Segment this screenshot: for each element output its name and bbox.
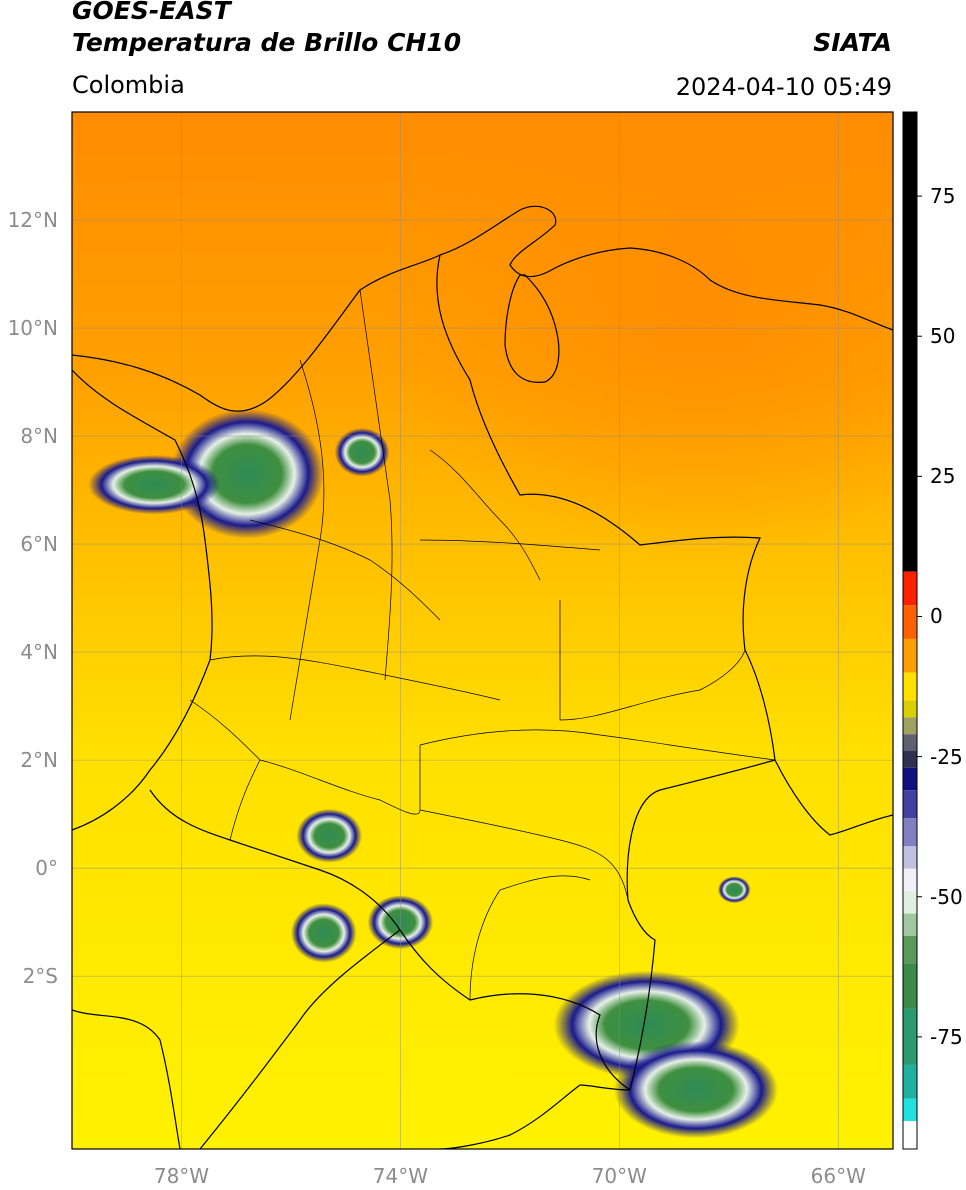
colorbar-band <box>903 868 917 892</box>
colorbar-band <box>903 1008 917 1065</box>
lat-tick-label: 8°N <box>20 424 58 448</box>
lon-tick-label: 70°W <box>592 1164 647 1188</box>
colorbar <box>902 111 922 1150</box>
department-boundary <box>229 759 261 841</box>
colorbar-tick-label: 25 <box>930 464 956 489</box>
department-boundary <box>429 449 541 581</box>
peru-brazil-border <box>199 929 401 1149</box>
cloud-system <box>613 1040 779 1139</box>
department-boundary <box>289 359 325 721</box>
colorbar-band <box>903 571 917 606</box>
department-boundary <box>359 289 393 681</box>
colorbar-band <box>903 1064 917 1099</box>
colorbar-frame <box>902 111 918 1150</box>
ecuador-peru-border <box>72 1009 181 1149</box>
coastline-borders <box>72 205 893 1149</box>
department-boundary <box>419 539 601 551</box>
cloud-system <box>290 903 357 963</box>
pacific-coast <box>72 369 213 831</box>
cloud-system <box>717 876 751 904</box>
department-boundary <box>259 759 421 815</box>
warm-region <box>380 112 893 560</box>
colorbar-tick-label: 50 <box>930 324 956 349</box>
cloud-systems <box>88 409 779 1139</box>
map-frame <box>71 111 894 1150</box>
department-boundary <box>189 699 261 761</box>
caribbean-coast <box>72 205 893 412</box>
colorbar-tick-label: -25 <box>930 744 963 769</box>
department-boundary <box>419 729 776 761</box>
colorbar-band <box>903 638 917 673</box>
colorbar-tick-label: 75 <box>930 184 956 209</box>
lat-tick-label: 2°S <box>23 964 58 988</box>
department-boundary <box>209 655 501 701</box>
product-title: Temperatura de Brillo CH10 <box>72 28 462 57</box>
cloud-system <box>88 454 220 515</box>
lat-tick-label: 2°N <box>20 748 58 772</box>
cloud-system <box>170 409 324 539</box>
satellite-title: GOES-EAST <box>72 0 231 25</box>
lat-tick-label: 4°N <box>20 640 58 664</box>
department-boundary <box>559 600 746 721</box>
colorbar-tick-label: 0 <box>930 604 943 629</box>
colorbar-band <box>903 1098 917 1121</box>
lat-tick-label: 6°N <box>20 532 58 556</box>
datetime-label: 2024-04-10 05:49 <box>675 73 892 101</box>
department-boundary <box>469 875 591 1001</box>
colorbar-band <box>903 767 917 791</box>
brand-label: SIATA <box>813 28 892 57</box>
lat-tick-label: 10°N <box>8 316 58 340</box>
region-label: Colombia <box>72 71 185 99</box>
colorbar-band <box>903 672 917 701</box>
colorbar-tick-label: -75 <box>930 1024 963 1049</box>
department-boundary <box>249 519 441 621</box>
graticule <box>72 112 893 1149</box>
department-boundary <box>419 745 629 901</box>
colorbar-band <box>903 112 917 572</box>
lake-maracaibo <box>504 274 560 383</box>
colorbar-band <box>903 734 917 752</box>
colorbar-band <box>903 846 917 869</box>
colorbar-band <box>903 891 917 914</box>
colorbar-band <box>903 605 917 639</box>
colorbar-band <box>903 717 917 735</box>
lat-tick-label: 0° <box>35 856 58 880</box>
colorbar-tick-label: -50 <box>930 884 963 909</box>
colorbar-band <box>903 935 917 965</box>
cloud-system <box>334 427 390 477</box>
lon-tick-label: 66°W <box>811 1164 866 1188</box>
colorbar-band <box>903 751 917 768</box>
brazil-peru-south-border <box>439 1084 581 1149</box>
axis-labels: 12°N 10°N 8°N 6°N 4°N 2°N 0° 2°S 78°W 74°W 70°W 66°… <box>8 208 867 1188</box>
colorbar-band <box>903 700 917 718</box>
colorbar-band <box>903 964 917 1009</box>
lat-tick-label: 12°N <box>8 208 58 232</box>
lon-tick-label: 74°W <box>373 1164 428 1188</box>
colorbar-band <box>903 818 917 847</box>
colombia-venezuela-border <box>436 254 893 836</box>
colorbar-band <box>903 913 917 936</box>
lon-tick-label: 78°W <box>154 1164 209 1188</box>
cloud-system <box>296 808 363 863</box>
department-boundaries <box>189 289 776 1001</box>
colorbar-band <box>903 790 917 819</box>
colorbar-band <box>903 1120 917 1149</box>
